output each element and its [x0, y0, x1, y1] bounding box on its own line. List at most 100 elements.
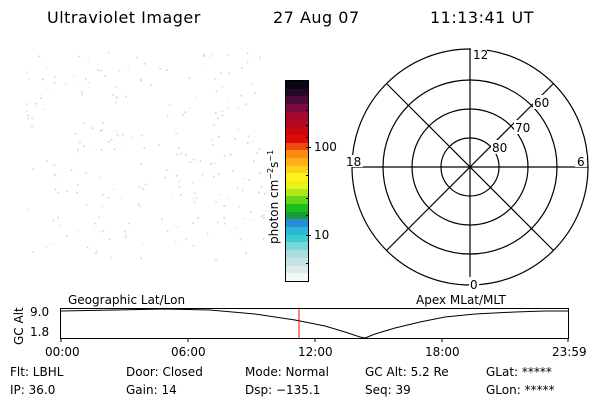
uv-pixel: [128, 222, 130, 225]
uv-pixel: [237, 187, 239, 190]
uv-pixel: [226, 53, 229, 56]
mode-info: Mode: Normal: [245, 365, 329, 379]
uv-pixel: [78, 55, 81, 58]
color-scale-units: photon cm−2s−1: [266, 150, 281, 244]
uv-pixel: [202, 172, 205, 174]
uv-pixel: [139, 78, 142, 81]
uv-pixel: [164, 176, 166, 179]
uv-pixel: [83, 145, 85, 147]
uv-pixel: [88, 81, 90, 84]
uv-pixel: [204, 63, 207, 65]
uv-pixel: [125, 95, 127, 98]
uv-pixel: [247, 135, 250, 137]
uv-pixel: [260, 186, 263, 188]
uv-pixel: [217, 117, 219, 119]
uv-pixel: [215, 201, 217, 204]
uv-pixel: [79, 82, 81, 84]
uv-pixel: [264, 210, 267, 212]
uv-pixel: [221, 110, 224, 112]
time-tick-0000: 00:00: [45, 345, 80, 359]
apex-mlat-mlt-label: Apex MLat/MLT: [416, 293, 506, 307]
color-band: [286, 119, 308, 128]
uv-pixel: [137, 203, 140, 206]
uv-pixel: [253, 160, 255, 162]
uv-pixel: [95, 250, 98, 252]
uv-pixel: [87, 60, 90, 62]
uv-pixel: [140, 163, 142, 165]
uv-pixel: [189, 161, 192, 163]
uv-pixel: [125, 234, 127, 236]
uv-pixel: [101, 129, 103, 131]
uv-pixel: [176, 175, 178, 177]
uv-pixel: [102, 122, 104, 124]
uv-pixel: [118, 70, 121, 72]
uv-pixel: [95, 148, 97, 150]
uv-pixel: [246, 52, 249, 55]
time-tick-2359: 23:59: [552, 345, 587, 359]
uv-pixel: [144, 183, 147, 186]
uv-pixel: [85, 203, 88, 206]
uv-pixel: [201, 174, 204, 177]
uv-pixel: [195, 97, 197, 100]
uv-pixel: [246, 61, 249, 64]
uv-pixel: [73, 75, 76, 78]
uv-pixel: [138, 185, 141, 188]
color-band: [286, 127, 308, 135]
units-exp1: −2: [266, 167, 275, 180]
color-band: [286, 96, 308, 105]
uv-image: [26, 51, 267, 261]
color-band: [286, 265, 308, 274]
time-tick-1800: 18:00: [425, 345, 460, 359]
color-band: [286, 219, 308, 228]
uv-pixel: [192, 222, 194, 224]
uv-pixel: [52, 220, 55, 222]
uv-pixel: [141, 134, 143, 137]
uv-pixel: [166, 115, 169, 118]
uv-pixel: [240, 95, 243, 97]
uv-pixel: [176, 153, 179, 156]
uv-pixel: [140, 257, 142, 260]
uv-pixel: [27, 117, 29, 120]
uv-pixel: [107, 197, 110, 199]
uv-pixel: [100, 70, 102, 72]
uv-pixel: [45, 246, 48, 248]
glat-info: GLat: *****: [486, 365, 552, 379]
uv-pixel: [206, 232, 209, 235]
uv-pixel: [92, 127, 94, 129]
uv-pixel: [26, 110, 28, 112]
color-scale-bar: [285, 80, 309, 282]
uv-pixel: [215, 90, 218, 92]
uv-pixel: [180, 194, 182, 196]
uv-pixel: [168, 104, 171, 107]
uv-pixel: [112, 94, 114, 96]
uv-pixel: [115, 101, 117, 104]
uv-pixel: [258, 191, 260, 194]
uv-pixel: [178, 186, 181, 188]
door-info: Door: Closed: [126, 365, 203, 379]
color-band: [286, 134, 308, 143]
uv-pixel: [116, 134, 119, 136]
uv-pixel: [142, 187, 144, 190]
uv-pixel: [141, 242, 143, 244]
uv-pixel: [53, 164, 56, 166]
uv-pixel: [35, 103, 37, 105]
uv-pixel: [46, 160, 48, 162]
uv-pixel: [110, 139, 113, 141]
uv-pixel: [166, 169, 169, 171]
uv-pixel: [199, 160, 202, 162]
uv-pixel: [150, 84, 152, 86]
uv-pixel: [124, 230, 126, 233]
uv-pixel: [229, 153, 232, 156]
color-band: [286, 111, 308, 120]
uv-pixel: [210, 163, 212, 165]
uv-pixel: [102, 193, 104, 196]
color-band: [286, 157, 308, 166]
uv-pixel: [195, 197, 198, 200]
uv-pixel: [258, 148, 261, 150]
uv-pixel: [178, 180, 181, 183]
time-tick-0600: 06:00: [171, 345, 206, 359]
uv-pixel: [215, 259, 217, 261]
uv-pixel: [66, 235, 68, 238]
uv-pixel: [167, 230, 169, 233]
uv-pixel: [247, 142, 249, 144]
